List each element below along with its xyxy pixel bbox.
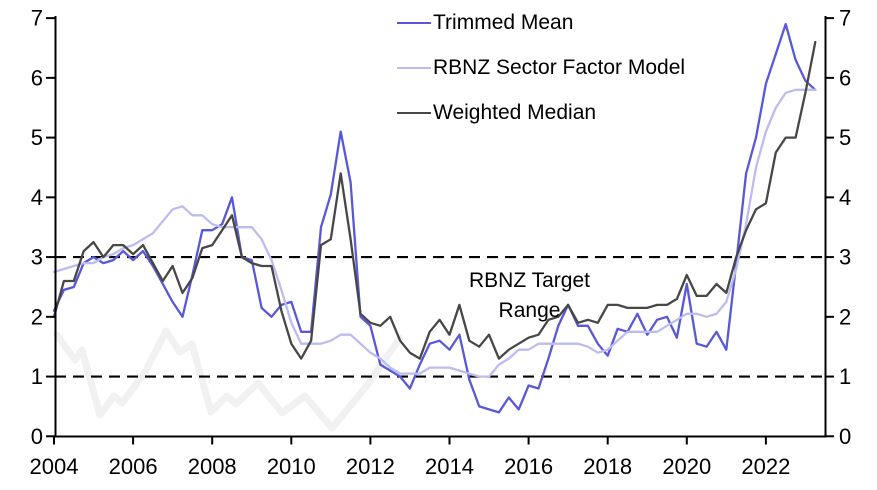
legend-item-weighted-median: Weighted Median <box>397 90 685 135</box>
x-tick-label-2006: 2006 <box>109 454 158 479</box>
y-tick-label-left-4: 4 <box>31 185 43 210</box>
y-tick-label-right-2: 2 <box>839 304 851 329</box>
rbnz-target-range-annotation: RBNZ Target Range <box>437 266 622 326</box>
y-tick-label-right-4: 4 <box>839 185 851 210</box>
legend-item-trimmed-mean: Trimmed Mean <box>397 0 685 45</box>
x-tick-label-2010: 2010 <box>267 454 316 479</box>
legend-line-swatch-rbnz-sector-factor-model <box>397 66 431 69</box>
x-tick-label-2020: 2020 <box>662 454 711 479</box>
y-tick-label-right-1: 1 <box>839 364 851 389</box>
legend-item-rbnz-sector-factor-model: RBNZ Sector Factor Model <box>397 45 685 90</box>
chart-legend: Trimmed Mean RBNZ Sector Factor Model We… <box>397 0 685 135</box>
legend-label: RBNZ Sector Factor Model <box>433 55 686 79</box>
legend-label: Trimmed Mean <box>433 10 574 34</box>
legend-line-swatch-trimmed-mean <box>397 21 431 24</box>
series-line-weighted-median <box>52 40 817 360</box>
x-tick-label-2016: 2016 <box>504 454 553 479</box>
y-tick-label-left-7: 7 <box>31 6 43 31</box>
annotation-line-2: Range <box>498 299 561 322</box>
legend-line-swatch-weighted-median <box>397 111 431 114</box>
watermark-zigzag <box>53 327 404 432</box>
y-tick-label-left-3: 3 <box>31 245 43 270</box>
y-tick-label-left-5: 5 <box>31 125 43 150</box>
y-tick-label-right-0: 0 <box>839 424 851 449</box>
y-tick-label-left-1: 1 <box>31 364 43 389</box>
x-tick-label-2022: 2022 <box>741 454 790 479</box>
y-tick-label-right-5: 5 <box>839 125 851 150</box>
y-tick-label-right-7: 7 <box>839 6 851 31</box>
y-tick-label-left-2: 2 <box>31 304 43 329</box>
x-tick-label-2008: 2008 <box>188 454 237 479</box>
x-tick-label-2012: 2012 <box>346 454 395 479</box>
annotation-line-1: RBNZ Target <box>469 269 590 292</box>
x-tick-label-2004: 2004 <box>30 454 79 479</box>
legend-label: Weighted Median <box>433 100 597 124</box>
y-tick-label-right-3: 3 <box>839 245 851 270</box>
y-tick-label-left-6: 6 <box>31 65 43 90</box>
y-tick-label-left-0: 0 <box>31 424 43 449</box>
x-tick-label-2014: 2014 <box>425 454 474 479</box>
y-tick-label-right-6: 6 <box>839 65 851 90</box>
series-line-rbnz-sector-factor-model <box>52 88 817 378</box>
series-line-trimmed-mean <box>52 22 817 414</box>
x-tick-label-2018: 2018 <box>583 454 632 479</box>
